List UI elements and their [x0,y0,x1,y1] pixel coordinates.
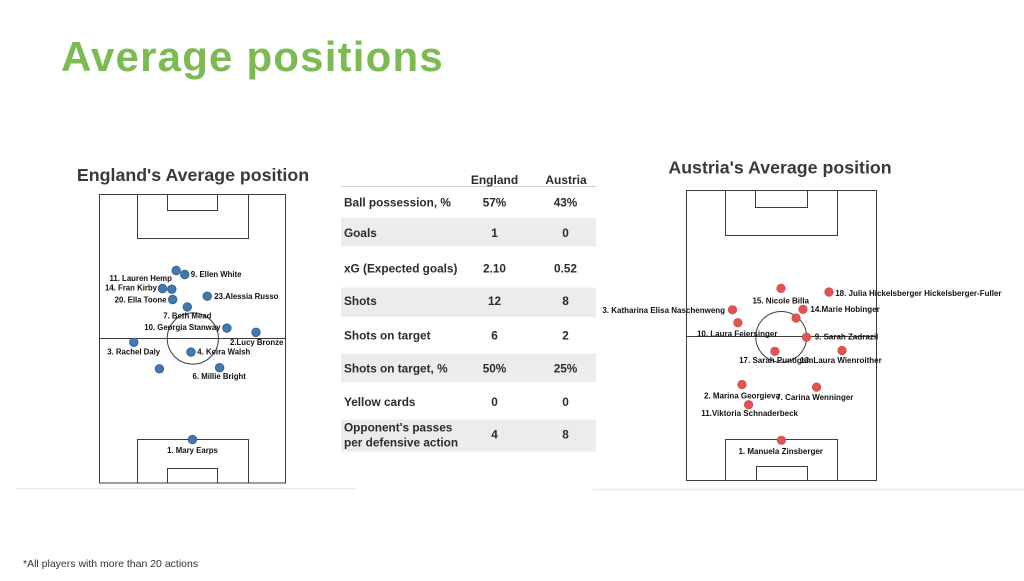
svg-text:8: 8 [562,427,569,441]
svg-text:1. Manuela Zinsberger: 1. Manuela Zinsberger [738,447,822,456]
svg-text:1: 1 [491,226,498,240]
svg-text:10. Georgia Stanway: 10. Georgia Stanway [144,323,221,332]
svg-text:Austria's Average position: Austria's Average position [668,158,891,178]
svg-text:England: England [471,173,518,187]
svg-text:25%: 25% [554,362,578,376]
svg-text:Shots: Shots [344,294,377,308]
svg-text:9. Ellen White: 9. Ellen White [191,270,242,279]
svg-text:13. Laura Wienroither: 13. Laura Wienroither [800,356,882,365]
svg-text:Yellow cards: Yellow cards [344,395,416,409]
svg-text:0: 0 [562,395,569,409]
svg-text:xG (Expected goals): xG (Expected goals) [344,261,457,275]
svg-text:2. Marina Georgieva: 2. Marina Georgieva [704,392,781,401]
svg-text:2: 2 [562,328,569,342]
svg-text:3. Rachel Daly: 3. Rachel Daly [107,348,161,357]
svg-text:12: 12 [488,294,502,308]
svg-text:7. Beth Mead: 7. Beth Mead [163,311,211,320]
svg-text:43%: 43% [554,195,578,209]
svg-text:Goals: Goals [344,226,377,240]
svg-text:2.10: 2.10 [483,261,506,275]
svg-text:14.Marie Hobinger: 14.Marie Hobinger [810,305,879,314]
svg-text:1. Mary Earps: 1. Mary Earps [167,446,218,455]
svg-text:11.Viktoria Schnaderbeck: 11.Viktoria Schnaderbeck [701,409,798,418]
svg-text:15. Nicole Billa: 15. Nicole Billa [752,297,809,306]
svg-text:England's Average position: England's Average position [77,165,309,185]
svg-text:7. Carina Wenninger: 7. Carina Wenninger [776,393,853,402]
svg-text:20. Ella Toone: 20. Ella Toone [115,296,168,305]
svg-text:Austria: Austria [545,173,587,187]
svg-text:Opponent's passes: Opponent's passes [344,421,453,435]
svg-text:17. Sarah Puntigam: 17. Sarah Puntigam [739,356,813,365]
svg-text:14. Fran Kirby: 14. Fran Kirby [105,283,158,292]
svg-text:*All players with more than 20: *All players with more than 20 actions [23,558,198,570]
svg-text:18. Julia Hickelsberger Hickel: 18. Julia Hickelsberger Hickelsberger-Fu… [835,289,1001,298]
svg-text:0.52: 0.52 [554,261,577,275]
svg-text:4. Keira Walsh: 4. Keira Walsh [197,348,250,357]
svg-text:23.Alessia Russo: 23.Alessia Russo [214,292,278,301]
svg-text:57%: 57% [483,195,507,209]
svg-text:6. Millie Bright: 6. Millie Bright [193,372,247,381]
svg-text:9. Sarah Zadrazil: 9. Sarah Zadrazil [815,333,879,342]
svg-text:4: 4 [491,427,498,441]
svg-text:Ball possession, %: Ball possession, % [344,195,451,209]
svg-text:11. Lauren Hemp: 11. Lauren Hemp [109,274,172,283]
svg-text:8: 8 [562,294,569,308]
svg-text:0: 0 [562,226,569,240]
svg-text:0: 0 [491,395,498,409]
svg-text:10. Laura Feiersinger: 10. Laura Feiersinger [697,330,777,339]
svg-text:per defensive action: per defensive action [344,436,458,450]
svg-text:50%: 50% [483,362,507,376]
svg-text:Shots on target, %: Shots on target, % [344,362,448,376]
svg-text:Average positions: Average positions [61,33,444,80]
svg-text:3. Katharina Elisa Naschenweng: 3. Katharina Elisa Naschenweng [602,306,725,315]
svg-text:6: 6 [491,328,498,342]
svg-text:Shots on target: Shots on target [344,328,431,342]
svg-text:2.Lucy Bronze: 2.Lucy Bronze [230,338,284,347]
